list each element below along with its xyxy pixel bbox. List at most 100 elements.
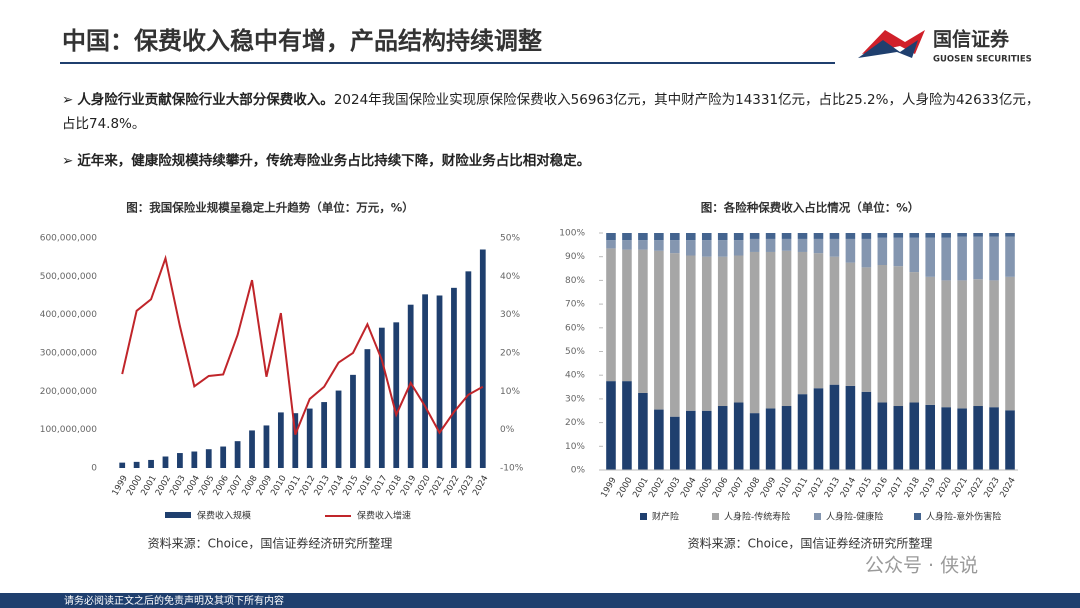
footer-bar [0, 593, 1080, 608]
bar-segment [829, 384, 840, 470]
bar [436, 295, 443, 468]
y-tick-label: 70% [565, 300, 585, 310]
bar-segment [861, 238, 872, 268]
bar [393, 322, 400, 468]
y-tick-label: 20% [565, 418, 585, 428]
bar-segment [701, 256, 712, 411]
bar [249, 430, 255, 468]
bar-segment [973, 236, 983, 280]
bar-segment [606, 240, 616, 249]
bar [177, 453, 183, 468]
x-tick-label: 2024 [471, 474, 490, 498]
slide-title: 中国：保费收入稳中有增，产品结构持续调整 [62, 27, 542, 55]
y-tick-label: 90% [565, 252, 585, 262]
y2-tick-label: -10% [500, 464, 524, 474]
y2-tick-label: 20% [500, 349, 520, 359]
legend-swatch [814, 513, 821, 520]
bar-segment [765, 233, 776, 239]
bar-segment [797, 238, 808, 252]
footer-text: 请务必阅读正文之后的免责声明及其项下所有内容 [64, 594, 284, 607]
bar [148, 459, 154, 468]
bar-segment [989, 280, 999, 408]
bar [479, 249, 486, 468]
bar [451, 287, 457, 468]
logo-name: 国信证券 [933, 28, 1010, 51]
bar-segment [893, 266, 904, 407]
y2-tick-label: 40% [500, 272, 520, 282]
bar-segment [877, 237, 888, 265]
bar [364, 349, 371, 468]
y2-tick-label: 10% [500, 387, 520, 397]
bar-segment [701, 240, 712, 257]
bar-segment [909, 233, 920, 238]
bar-segment [606, 233, 616, 241]
bar-segment [957, 236, 967, 281]
bar-segment [781, 238, 792, 251]
bar-segment [622, 249, 632, 382]
bar-segment [686, 240, 696, 256]
bar-segment [781, 406, 792, 470]
bar-segment [638, 240, 648, 250]
legend-label: 保费收入增速 [357, 510, 411, 522]
legend-swatch [640, 513, 647, 520]
bar-segment [686, 233, 696, 241]
y-tick-label: 10% [565, 442, 585, 452]
bar-segment [813, 238, 824, 254]
bar [292, 413, 299, 468]
bar-segment [1005, 410, 1015, 470]
y-tick-label: 500,000,000 [40, 272, 98, 282]
bar-segment [654, 240, 664, 251]
bar-segment [829, 238, 840, 257]
bar [119, 462, 126, 468]
bar-segment [909, 402, 920, 470]
bar-segment [781, 233, 792, 239]
bar-segment [877, 264, 888, 403]
bar [234, 441, 241, 468]
bullet: ➢ 近年来，健康险规模持续攀升，传统寿险业务占比持续下降，财险业务占比相对稳定。 [62, 153, 591, 169]
bar-segment [829, 233, 840, 239]
y-tick-label: 200,000,000 [40, 387, 98, 397]
bar [350, 374, 356, 468]
bar-segment [845, 385, 856, 470]
bar-segment [925, 233, 935, 238]
watermark: 公众号 · 侠说 [865, 555, 978, 577]
bar-segment [989, 233, 999, 237]
y-tick-label: 0% [571, 466, 586, 476]
x-tick-label: 2024 [998, 476, 1017, 500]
bar-segment [733, 402, 744, 470]
legend-swatch [165, 512, 191, 518]
bar-segment [717, 233, 728, 241]
legend-label: 保费收入规模 [197, 510, 251, 522]
bar-segment [701, 233, 712, 241]
bar-segment [654, 409, 664, 470]
bar-segment [845, 262, 856, 386]
bar-segment [797, 233, 808, 239]
bar-segment [797, 394, 808, 470]
bar-segment [957, 408, 967, 470]
legend-label: 人身险-健康险 [826, 511, 883, 523]
bar-segment [941, 237, 951, 281]
y2-tick-label: 50% [500, 234, 520, 244]
bar [277, 412, 284, 468]
chart-title: 图：我国保险业规模呈稳定上升趋势（单位：万元，%） [126, 201, 414, 215]
bar-segment [845, 238, 856, 263]
y-tick-label: 400,000,000 [40, 310, 98, 320]
bar-segment [813, 233, 824, 239]
bar-segment [717, 240, 728, 257]
bar-segment [925, 237, 935, 277]
bar [335, 390, 342, 468]
bar [133, 461, 140, 468]
bar-segment [941, 280, 951, 408]
y-tick-label: 50% [565, 347, 585, 357]
bar [321, 402, 328, 468]
bar-segment [606, 381, 616, 470]
bar-segment [1005, 236, 1015, 277]
bar-segment [749, 251, 760, 414]
chart-source: 资料来源：Choice，国信证券经济研究所整理 [688, 536, 933, 551]
bar-segment [941, 407, 951, 470]
bar [162, 456, 169, 468]
bar-segment [717, 256, 728, 407]
bar-segment [909, 272, 920, 403]
bar [378, 327, 385, 468]
